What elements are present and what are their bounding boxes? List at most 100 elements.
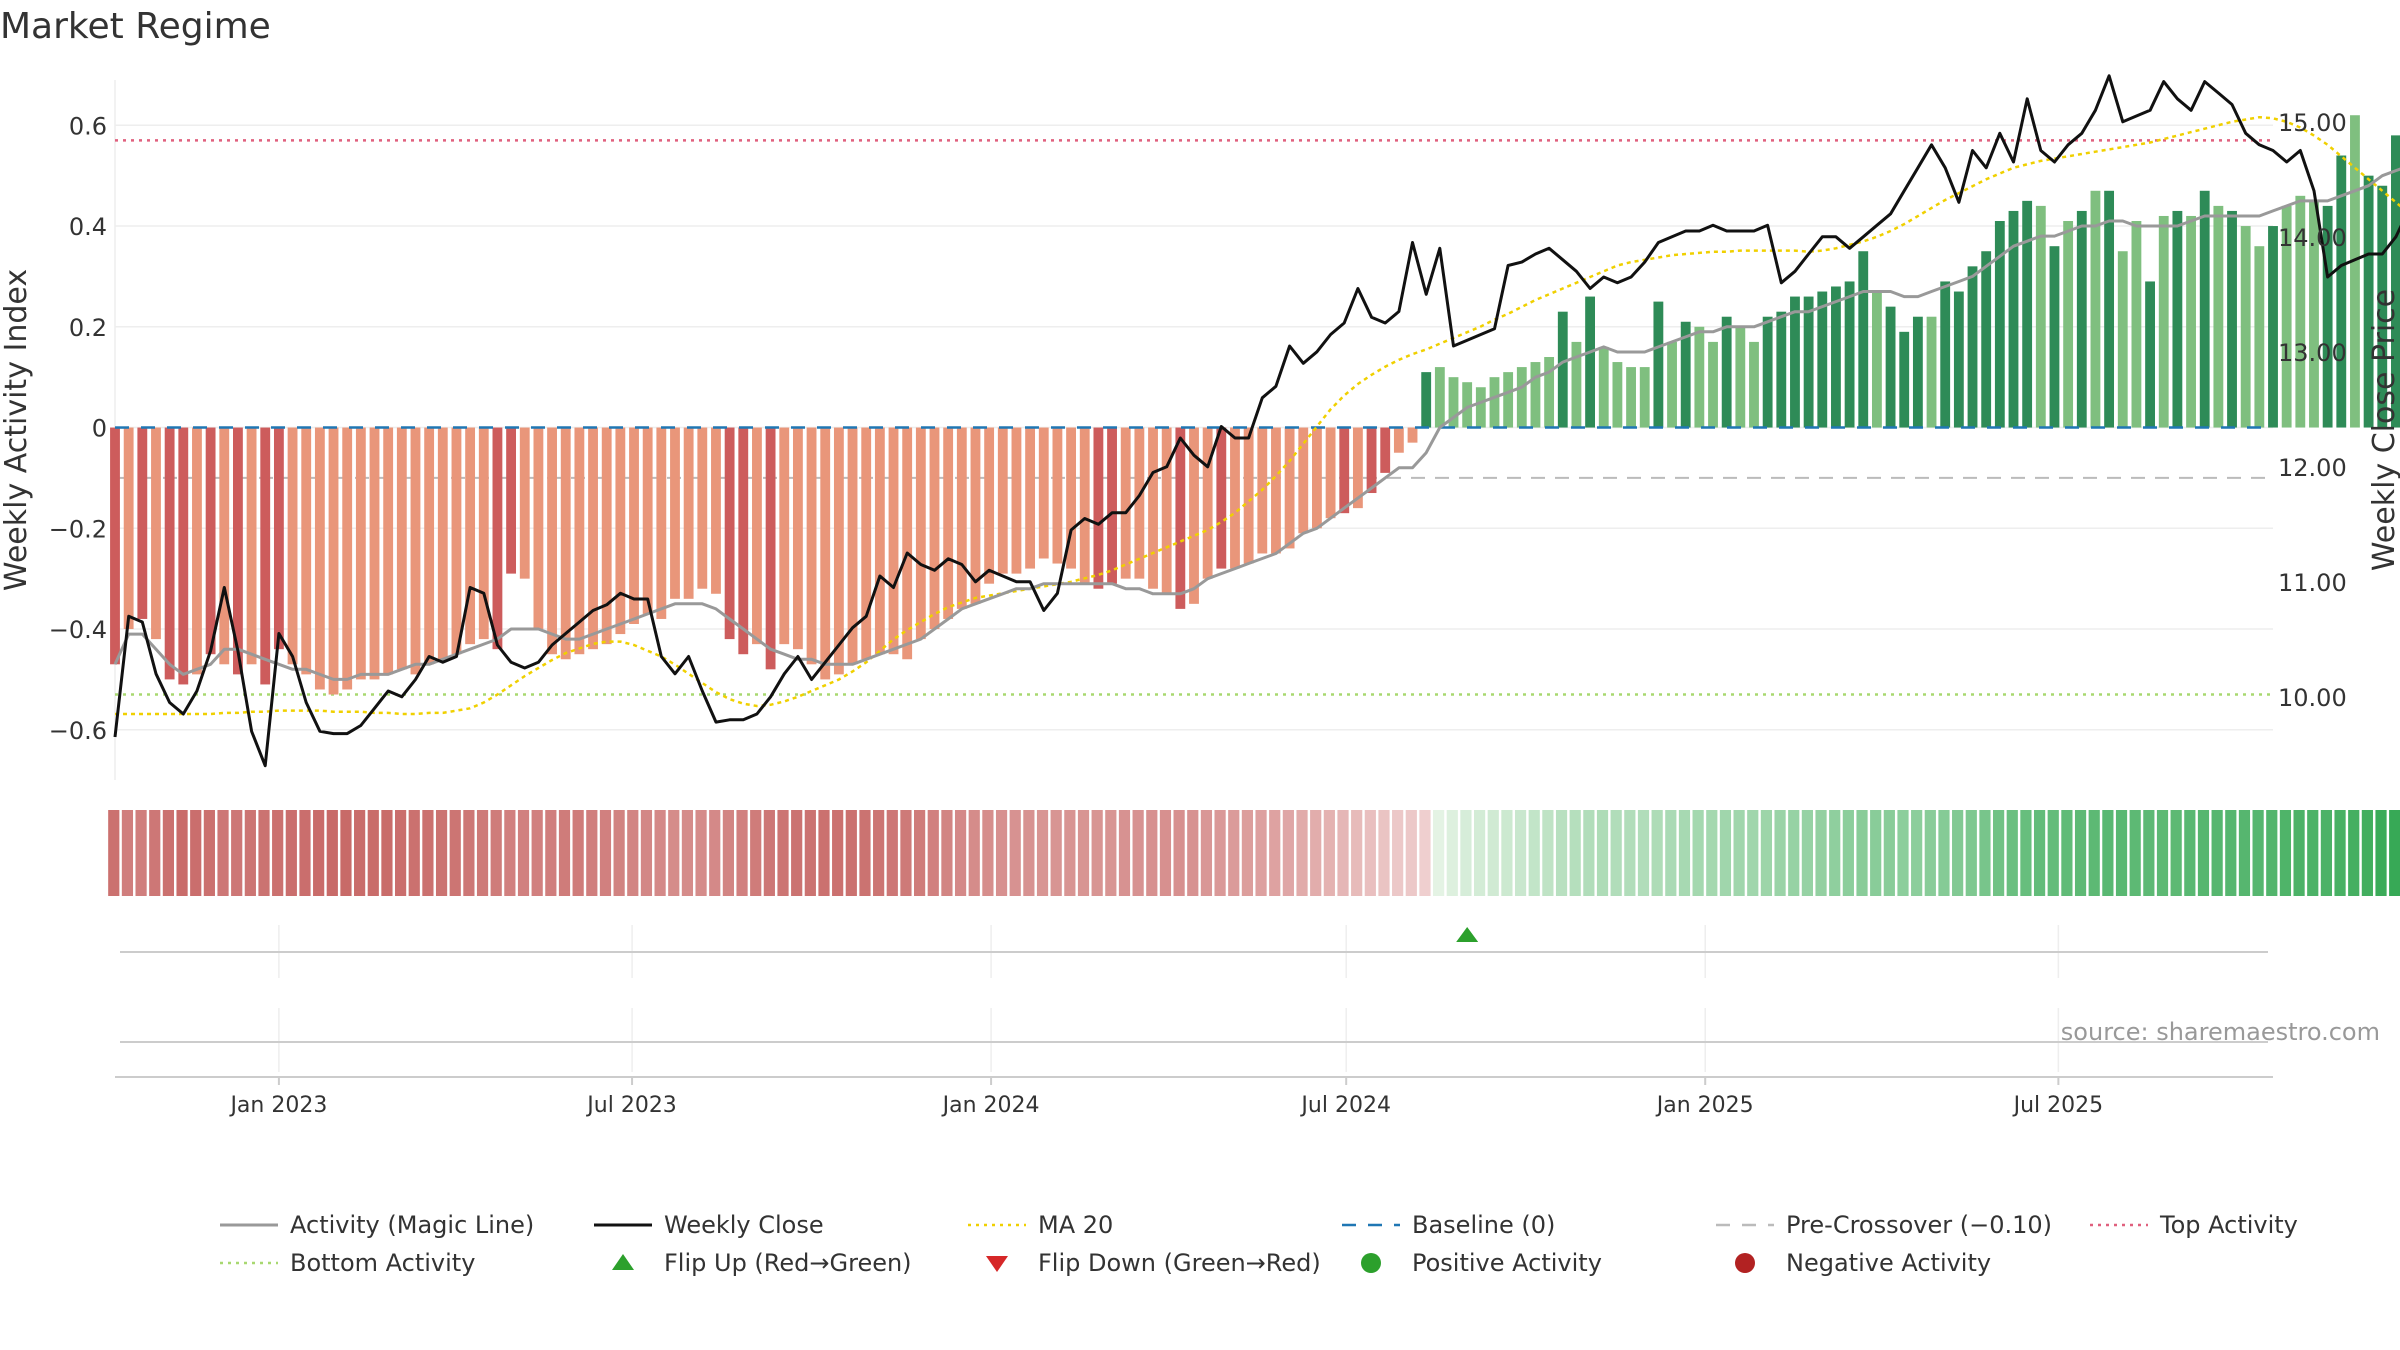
heat-cell — [1624, 810, 1636, 896]
activity-bar — [1161, 427, 1172, 594]
activity-bar — [2172, 210, 2183, 428]
heat-cell — [1637, 810, 1650, 896]
activity-bar — [1967, 266, 1978, 428]
activity-bar — [519, 427, 530, 579]
left-tick-label: 0.4 — [69, 213, 107, 241]
heat-cell — [722, 810, 734, 896]
activity-bar — [724, 427, 735, 640]
activity-bar — [1230, 427, 1240, 569]
activity-bar — [1885, 306, 1896, 428]
activity-bar — [642, 427, 653, 614]
legend-item: Negative Activity — [1735, 1249, 1991, 1277]
heat-cell — [2143, 810, 2155, 896]
heat-cell — [2047, 810, 2059, 896]
activity-bar — [1393, 427, 1404, 453]
heat-cell — [832, 810, 844, 896]
heat-cell — [203, 810, 215, 896]
heat-cell — [217, 810, 229, 896]
activity-bar — [2090, 190, 2101, 428]
activity-bar — [806, 427, 817, 665]
heat-cell — [463, 810, 475, 896]
heat-cell — [1555, 810, 1568, 896]
activity-bar — [1626, 367, 1636, 428]
x-tick-label: Jan 2023 — [228, 1093, 327, 1118]
legend-swatch — [1361, 1253, 1381, 1273]
legend-label: Negative Activity — [1786, 1249, 1991, 1277]
activity-bar — [1817, 291, 1828, 428]
legend-item: Positive Activity — [1361, 1249, 1602, 1277]
activity-bar — [1038, 427, 1049, 559]
heat-cell — [1473, 810, 1486, 896]
legend-item: MA 20 — [968, 1211, 1113, 1239]
activity-bar — [765, 427, 776, 670]
legend-item: Pre-Crossover (−0.10) — [1716, 1211, 2052, 1239]
activity-bar — [1557, 311, 1568, 428]
x-tick-label: Jul 2025 — [2012, 1093, 2104, 1118]
heat-cell — [2006, 810, 2018, 896]
activity-bar — [956, 427, 967, 609]
heat-cell — [1091, 810, 1103, 896]
heat-cell — [2375, 810, 2387, 896]
activity-bar — [711, 427, 721, 594]
heat-cell — [1542, 810, 1554, 896]
weekly-close-line — [113, 74, 2400, 768]
activity-bar — [273, 427, 284, 650]
activity-bar — [1216, 427, 1227, 569]
heat-cell — [272, 810, 284, 896]
activity-bar — [1052, 427, 1063, 564]
activity-bar — [424, 427, 435, 665]
heat-cell — [1952, 810, 1964, 896]
heat-cell — [435, 810, 448, 896]
heat-cell — [1200, 810, 1213, 896]
activity-bar — [1503, 372, 1514, 428]
heat-cell — [599, 810, 612, 896]
activity-bar — [1721, 316, 1732, 428]
heat-cell — [995, 810, 1008, 896]
activity-bar — [1544, 357, 1555, 428]
heat-cell — [1296, 810, 1308, 896]
activity-bar — [1489, 377, 1500, 428]
activity-bar — [2131, 221, 2142, 428]
activity-bar — [1926, 316, 1937, 428]
heat-cell — [354, 810, 366, 896]
activity-bar — [1093, 427, 1104, 589]
heat-cell — [2211, 810, 2223, 896]
legend-label: Bottom Activity — [290, 1249, 475, 1277]
right-tick-label: 12.00 — [2278, 454, 2347, 482]
flip-up-marker — [1456, 927, 1479, 942]
activity-bar — [874, 427, 885, 655]
heat-cell — [476, 810, 489, 896]
activity-bar — [656, 427, 667, 619]
activity-bar — [1475, 387, 1486, 428]
legend-swatch — [1735, 1253, 1755, 1273]
activity-bar — [287, 427, 298, 665]
ma20-line — [115, 115, 2400, 716]
heat-cell — [121, 810, 134, 896]
heat-cell — [1569, 810, 1581, 896]
activity-bar — [1680, 321, 1691, 428]
heat-cell — [886, 810, 898, 896]
heat-cell — [1979, 810, 1991, 896]
activity-bar — [1434, 367, 1445, 428]
activity-bar — [1134, 427, 1145, 579]
activity-bar — [1953, 291, 1964, 428]
heat-cell — [2279, 810, 2292, 896]
heat-cell — [1405, 810, 1417, 896]
heat-cell — [313, 810, 325, 896]
heat-cell — [2061, 810, 2073, 896]
activity-bar — [2213, 205, 2224, 428]
activity-bar — [1940, 281, 1951, 428]
heat-cell — [408, 810, 420, 896]
right-tick-label: 14.00 — [2278, 224, 2347, 252]
heat-cell — [777, 810, 789, 896]
activity-bar — [1325, 427, 1336, 519]
heat-cell — [190, 810, 202, 896]
activity-bar — [820, 427, 831, 680]
right-axis-label: Weekly Close Price — [2367, 289, 2400, 571]
heat-cell — [1255, 810, 1267, 896]
activity-bar — [2076, 210, 2087, 428]
activity-bar — [178, 427, 189, 685]
heat-cell — [1159, 810, 1172, 896]
activity-bar — [396, 427, 407, 670]
heat-cell — [1938, 810, 1950, 896]
